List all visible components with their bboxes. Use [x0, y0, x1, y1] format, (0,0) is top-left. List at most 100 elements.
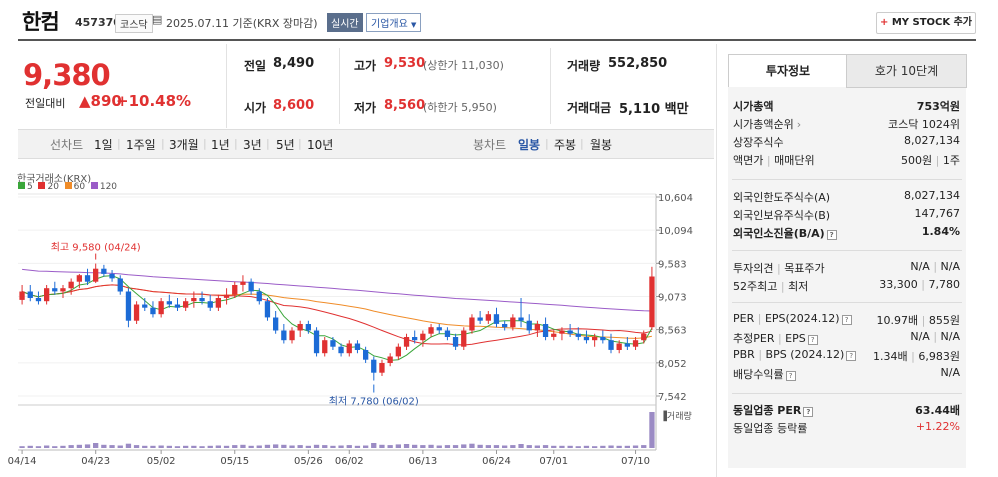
volume-bar — [166, 445, 172, 448]
volume-bar — [461, 444, 467, 448]
period-3y[interactable]: 3년 — [243, 138, 262, 152]
y-tick-label: 8,563 — [658, 326, 687, 337]
volume-bar — [248, 445, 254, 448]
candle-body — [616, 343, 622, 350]
row-label: 배당수익률 — [733, 368, 784, 381]
period-separator: | — [161, 137, 165, 150]
invest-row-label: PBR | BPS (2024.12)? — [733, 348, 857, 361]
chart-legend: 5 20 60 120 — [18, 182, 117, 192]
candle-body — [330, 340, 336, 347]
candle-body — [76, 275, 82, 282]
period-1d[interactable]: 1일 — [94, 138, 113, 152]
upper-limit: (상한가 11,030) — [423, 59, 504, 72]
volume-bar — [624, 445, 630, 448]
header-divider — [18, 39, 976, 41]
candle-body — [600, 337, 606, 341]
row-label-2: 목표주가 — [784, 262, 825, 275]
period-daily[interactable]: 일봉 — [518, 138, 541, 152]
volume-bar — [338, 445, 344, 448]
realtime-button[interactable]: 실시간 — [327, 13, 363, 32]
volume-bar — [510, 445, 516, 448]
candle-body — [444, 330, 451, 337]
volume-bar — [452, 445, 459, 448]
candle-body — [101, 268, 107, 274]
current-price: 9,380 — [23, 58, 111, 92]
candle-body — [305, 324, 311, 331]
price-change-percent: +10.48% — [116, 92, 192, 110]
candle-body — [273, 317, 279, 331]
my-stock-add-button[interactable]: + MY STOCK 추가 — [876, 12, 976, 34]
candle-body — [240, 281, 246, 285]
base-date: 2025.07.11 기준(KRX 장마감) — [166, 17, 318, 30]
candle-body — [559, 330, 565, 334]
period-1y[interactable]: 1년 — [211, 138, 230, 152]
panel-separator — [732, 250, 962, 251]
volume-bar — [616, 445, 622, 448]
row-value: 8,027,134 — [904, 134, 960, 147]
candle-body — [371, 359, 377, 373]
separator: | — [907, 350, 919, 363]
period-weekly[interactable]: 주봉 — [554, 138, 577, 152]
volume-bar — [19, 446, 25, 448]
volume-bar — [240, 444, 246, 448]
volume-bar — [379, 444, 385, 448]
x-tick-label: 04/23 — [81, 456, 110, 467]
candle-body — [526, 320, 532, 331]
x-tick-label: 04/14 — [8, 456, 37, 467]
candle-body — [215, 298, 221, 308]
legend-ma20: 20 — [38, 182, 59, 192]
volume-bar — [608, 445, 614, 448]
separator: | — [773, 262, 785, 275]
period-separator: | — [580, 137, 584, 150]
separator: | — [763, 154, 775, 167]
candle-body — [117, 278, 123, 292]
separator: | — [777, 280, 789, 293]
volume-bar — [142, 445, 148, 448]
candle-body — [354, 343, 361, 350]
candle-body — [183, 301, 189, 308]
row-label-2: 최저 — [788, 280, 809, 293]
candle-body — [150, 307, 156, 315]
invest-row-value: 8,027,134 — [904, 189, 960, 202]
invest-row-value: 500원 | 1주 — [901, 152, 960, 168]
x-tick-label: 06/02 — [335, 456, 364, 467]
volume-bar — [93, 443, 99, 448]
tab-orderbook[interactable]: 호가 10단계 — [846, 54, 967, 88]
period-5y[interactable]: 5년 — [276, 138, 295, 152]
volume-label: 거래량 — [567, 59, 601, 73]
volume-bar — [583, 445, 590, 448]
candle-body — [248, 281, 254, 292]
period-10y[interactable]: 10년 — [307, 138, 334, 152]
candle-body — [264, 301, 271, 318]
candle-body — [469, 317, 475, 331]
volume-bar — [485, 445, 491, 448]
period-separator: | — [266, 137, 270, 150]
candle-body — [477, 317, 483, 321]
invest-row-value: 8,027,134 — [904, 134, 960, 147]
lower-limit: (하한가 5,950) — [423, 101, 497, 114]
volume-bar — [542, 445, 549, 448]
panel-separator — [732, 302, 962, 303]
separator: | — [754, 348, 766, 361]
help-icon: ? — [807, 335, 818, 345]
volume-bar — [76, 444, 82, 448]
period-separator: | — [298, 137, 302, 150]
volume-bar — [297, 445, 303, 448]
stock-chart[interactable]: 10,604 10,094 9,583 9,073 8,563 8,052 7,542 04/… — [0, 0, 720, 477]
period-3m[interactable]: 3개월 — [169, 138, 199, 152]
period-1w[interactable]: 1주일 — [126, 138, 156, 152]
candle-body — [403, 337, 410, 347]
company-info-dropdown[interactable]: 기업개요 ▼ — [366, 13, 422, 32]
candle-body — [232, 285, 238, 295]
candle-body — [485, 314, 491, 321]
x-tick-label: 05/26 — [294, 456, 323, 467]
tab-invest-info[interactable]: 투자정보 — [728, 54, 848, 87]
invest-row-value: N/A | N/A — [910, 330, 960, 343]
volume-bar — [428, 444, 434, 448]
x-tick-label: 07/10 — [621, 456, 650, 467]
invest-row-value: 753억원 — [917, 98, 960, 114]
period-monthly[interactable]: 월봉 — [590, 138, 613, 152]
volume-bar — [158, 445, 164, 448]
volume-bar — [444, 445, 451, 448]
volume-bar — [223, 445, 230, 448]
